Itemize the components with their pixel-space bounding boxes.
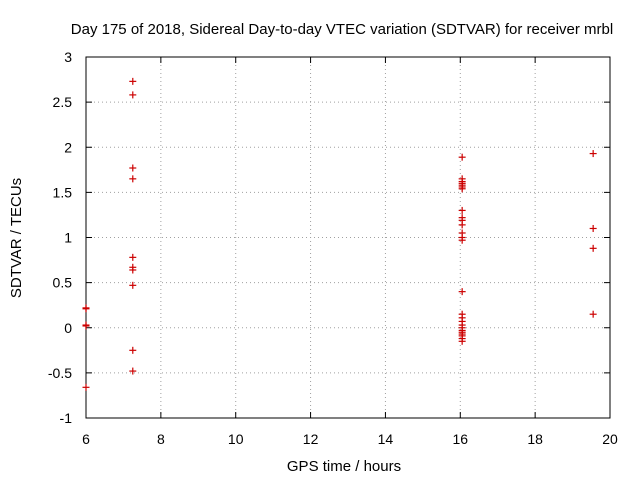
data-point (458, 206, 466, 214)
data-point (129, 367, 137, 375)
data-point (458, 185, 466, 193)
data-point (589, 244, 597, 252)
x-tick-label: 8 (157, 431, 165, 447)
data-point (589, 224, 597, 232)
data-points (82, 77, 597, 391)
axis-ticks (85, 56, 611, 419)
x-tick-label: 12 (303, 431, 319, 447)
y-tick-label: 0 (64, 320, 72, 336)
data-point (129, 164, 137, 172)
data-point (82, 322, 90, 330)
data-point (129, 253, 137, 261)
data-point (458, 288, 466, 296)
data-point (129, 77, 137, 85)
data-point (458, 153, 466, 161)
data-point (458, 236, 466, 244)
y-tick-label: 2.5 (53, 94, 73, 110)
data-point (129, 175, 137, 183)
x-tick-label: 10 (228, 431, 244, 447)
y-tick-label: 2 (64, 139, 72, 155)
data-point (129, 91, 137, 99)
data-point (129, 281, 137, 289)
data-point (82, 383, 90, 391)
x-tick-label: 14 (378, 431, 394, 447)
chart-title: Day 175 of 2018, Sidereal Day-to-day VTE… (71, 21, 613, 38)
x-tick-label: 6 (82, 431, 90, 447)
data-point (129, 266, 137, 274)
data-point (82, 305, 90, 313)
x-axis-label: GPS time / hours (287, 458, 401, 475)
data-point (458, 221, 466, 229)
y-axis-label: SDTVAR / TECUs (8, 178, 25, 298)
y-tick-label: 3 (64, 49, 72, 65)
x-tick-label: 16 (452, 431, 468, 447)
data-point (458, 337, 466, 345)
data-point (589, 150, 597, 158)
y-tick-label: 0.5 (53, 275, 73, 291)
data-point (589, 310, 597, 318)
y-tick-labels: -1 -0.5 0 0.5 1 1.5 2 2.5 3 (48, 49, 72, 426)
plot-frame (85, 56, 611, 419)
data-point (129, 346, 137, 354)
grid (86, 57, 610, 418)
y-tick-label: -0.5 (48, 365, 72, 381)
x-tick-label: 18 (527, 431, 543, 447)
x-tick-label: 20 (602, 431, 618, 447)
x-tick-labels: 6 8 10 12 14 16 18 20 (82, 431, 618, 447)
y-tick-label: 1.5 (53, 184, 73, 200)
y-tick-label: 1 (64, 230, 72, 246)
y-tick-label: -1 (60, 410, 73, 426)
